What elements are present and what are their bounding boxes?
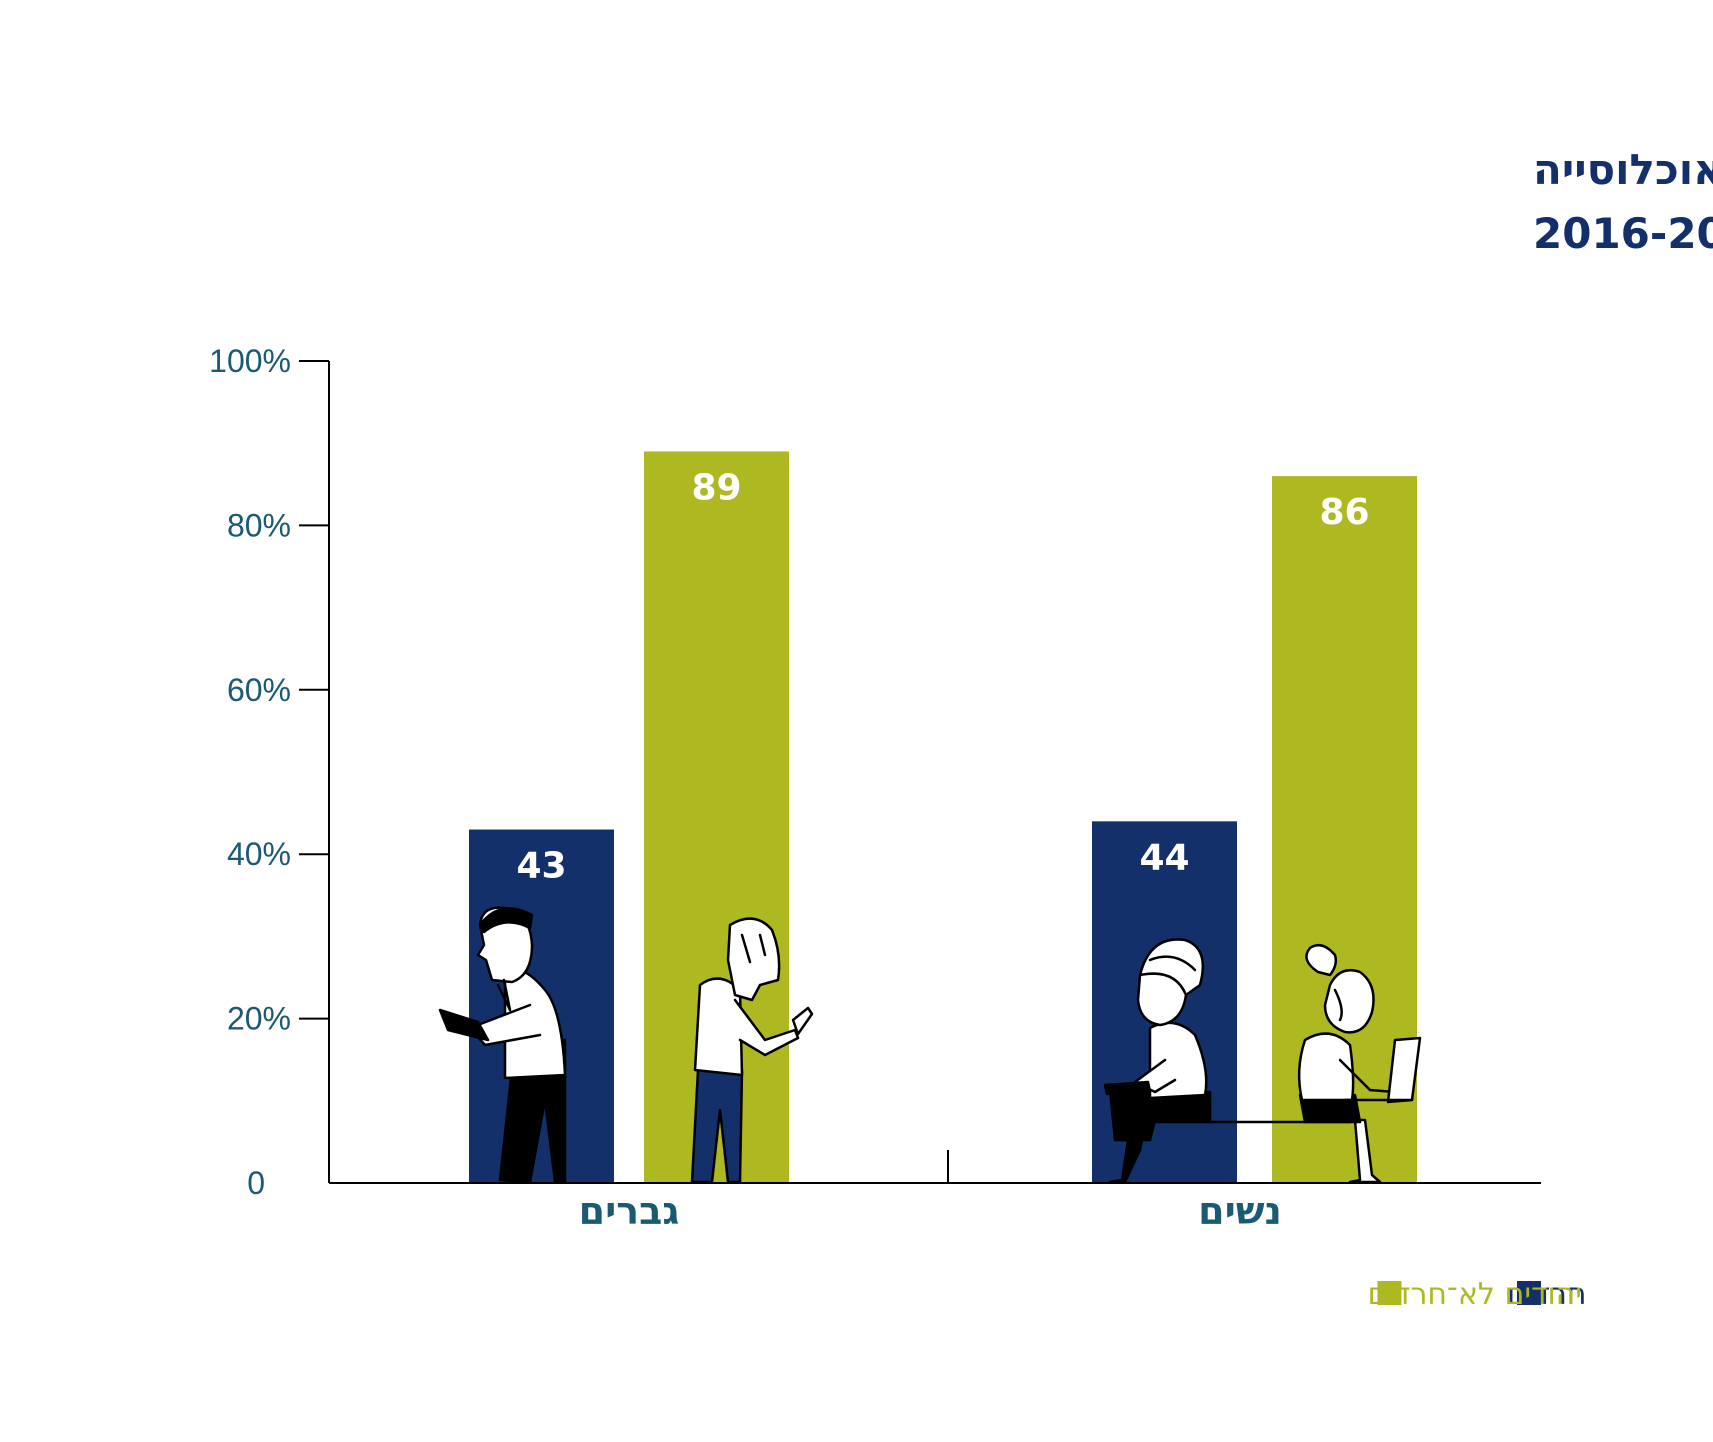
man-with-phone-icon [690,917,814,1184]
chart-title-line: משתמשים באינטרנט בקרב בני 20+, לפי קבוצת… [1533,145,1713,194]
y-tick-label: 0 [247,1165,265,1201]
category-label: נשים [1198,1189,1282,1233]
bars: 43 44 89 86 [469,451,1417,1184]
y-tick-label: 40% [227,836,291,872]
y-tick-label: 80% [227,507,291,543]
legend-swatch [1377,1281,1402,1305]
chart-title: משתמשים באינטרנט בקרב בני 20+, לפי קבוצת… [1533,145,1713,258]
bar-value-label: 44 [1139,837,1189,878]
woman-with-laptop-icon [1297,943,1422,1184]
y-tick-label: 20% [227,1001,291,1037]
y-tick-label: 100% [209,343,291,379]
y-tick-label: 60% [227,672,291,708]
chart-title-line: ומגדר, 2016-2017 [1533,209,1713,258]
haredi-man-reading-icon [438,906,567,1184]
x-axis: גברים נשים [329,1150,1541,1233]
bar-value-label: 43 [516,846,566,887]
y-axis: 0 20% 40% 60% 80% 100% [209,343,330,1201]
haredi-woman-with-tablet-icon [1103,938,1212,1184]
figures [438,906,1422,1184]
bar-value-label: 89 [691,467,741,508]
category-label: גברים [579,1189,680,1233]
legend-label: יהודים לא־חרדים [1367,1277,1581,1312]
legend-label: חרדים [1507,1277,1587,1312]
bar-value-label: 86 [1319,492,1369,533]
legend-swatch [1517,1281,1541,1305]
